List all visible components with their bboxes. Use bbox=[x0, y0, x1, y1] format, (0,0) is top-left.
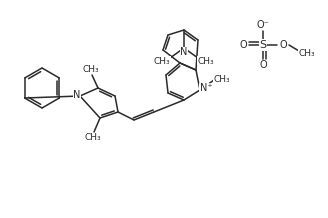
Text: CH₃: CH₃ bbox=[83, 65, 99, 73]
Text: O: O bbox=[239, 40, 247, 50]
Text: S: S bbox=[259, 40, 267, 50]
Text: CH₃: CH₃ bbox=[299, 49, 315, 58]
Text: N⁺: N⁺ bbox=[200, 83, 212, 93]
Text: O: O bbox=[279, 40, 287, 50]
Text: CH₃: CH₃ bbox=[198, 56, 214, 65]
Text: CH₃: CH₃ bbox=[154, 56, 170, 65]
Text: N: N bbox=[73, 90, 81, 100]
Text: O: O bbox=[259, 60, 267, 70]
Text: N: N bbox=[180, 47, 188, 57]
Text: CH₃: CH₃ bbox=[85, 133, 101, 143]
Text: O⁻: O⁻ bbox=[256, 20, 269, 30]
Text: CH₃: CH₃ bbox=[214, 75, 230, 83]
